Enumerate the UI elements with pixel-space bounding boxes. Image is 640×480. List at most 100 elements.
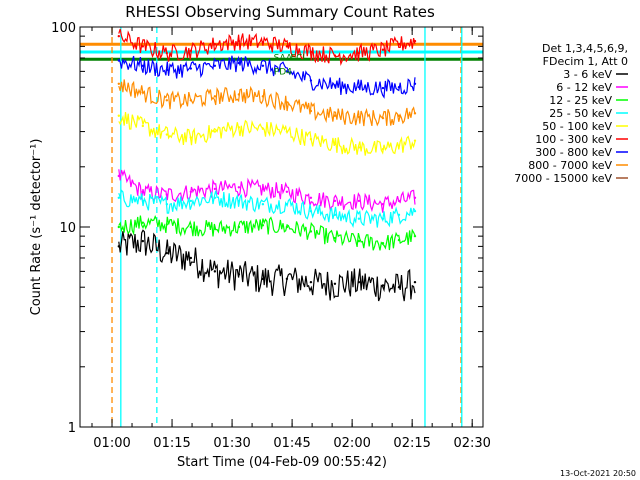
data-point <box>357 115 361 119</box>
data-point <box>357 51 361 55</box>
legend-entry: 7000 - 15000 keV <box>514 172 612 185</box>
data-point <box>261 224 265 227</box>
data-point <box>141 45 145 48</box>
series-line-2 <box>118 214 416 251</box>
data-point <box>165 133 169 136</box>
data-point <box>381 86 385 90</box>
series-line-5 <box>118 28 416 67</box>
data-point <box>309 280 313 284</box>
data-point <box>165 51 169 55</box>
data-point <box>357 239 361 243</box>
data-point <box>309 230 313 233</box>
data-point <box>413 139 417 142</box>
data-point <box>333 282 337 285</box>
series-line-0 <box>118 229 416 302</box>
annotation-1: ECL <box>290 53 307 63</box>
data-point <box>189 99 193 102</box>
data-point <box>397 144 401 147</box>
data-point <box>357 199 361 203</box>
data-point <box>357 86 361 89</box>
y-axis-label: Count Rate (s⁻¹ detector⁻¹) <box>29 139 44 316</box>
data-point <box>285 190 289 193</box>
data-point <box>165 193 169 196</box>
data-point <box>333 84 337 87</box>
data-point <box>165 99 169 102</box>
data-point <box>381 48 385 51</box>
data-point <box>413 39 417 43</box>
data-point <box>261 64 265 67</box>
legend-entry: 12 - 25 keV <box>549 94 612 107</box>
x-tick-label: 02:15 <box>393 436 430 451</box>
data-point <box>333 199 337 203</box>
x-tick-label: 02:00 <box>333 436 370 451</box>
data-point <box>213 227 217 230</box>
data-point <box>117 59 121 62</box>
data-point <box>381 147 385 151</box>
data-point <box>237 61 241 65</box>
data-point <box>237 126 241 129</box>
data-point <box>413 196 417 199</box>
data-point <box>213 187 217 191</box>
data-point <box>285 70 289 73</box>
data-point <box>309 79 313 82</box>
data-point <box>413 209 417 213</box>
data-point <box>261 277 265 281</box>
data-point <box>237 225 241 229</box>
series-4 <box>117 112 417 156</box>
x-tick-label: 02:30 <box>453 436 490 451</box>
data-point <box>141 64 145 67</box>
y-tick-label: 1 <box>68 421 76 436</box>
y-tick-label: 100 <box>51 21 76 36</box>
legend: Det 1,3,4,5,6,9,FDecim 1, Att 03 - 6 keV… <box>514 42 628 185</box>
data-point <box>285 101 289 104</box>
data-point <box>285 45 289 48</box>
annotation-0: SAA <box>274 53 293 63</box>
x-axis: 01:00 01:15 01:30 01:45 02:00 02:15 02:30 <box>91 27 491 451</box>
data-point <box>309 50 313 54</box>
series-line-4 <box>118 112 416 156</box>
data-point <box>237 186 241 189</box>
legend-entry: 100 - 300 keV <box>535 133 612 146</box>
data-point <box>397 286 401 289</box>
data-point <box>213 43 217 46</box>
data-point <box>357 146 361 149</box>
legend-entry: 3 - 6 keV <box>563 68 612 81</box>
data-point <box>213 196 217 199</box>
data-point <box>189 190 193 193</box>
data-point <box>117 34 121 38</box>
data-point <box>333 213 337 217</box>
data-point <box>261 187 265 191</box>
x-tick-label: 01:45 <box>273 436 310 451</box>
data-point <box>189 49 193 53</box>
data-point <box>397 86 401 89</box>
series-line-1 <box>118 169 416 213</box>
series-line-6 <box>118 55 416 99</box>
annotation-2: PD4 <box>274 67 292 77</box>
data-point <box>117 196 121 199</box>
legend-header: FDecim 1, Att 0 <box>543 55 628 68</box>
data-point <box>117 245 121 248</box>
data-point <box>381 203 385 206</box>
data-point <box>261 95 265 98</box>
data-point <box>141 239 145 243</box>
data-point <box>189 256 193 260</box>
series-line-3 <box>118 189 416 229</box>
legend-entry: 25 - 50 keV <box>549 107 612 120</box>
data-point <box>285 130 289 133</box>
data-point <box>413 280 417 284</box>
data-point <box>117 82 121 85</box>
data-point <box>333 236 337 240</box>
x-axis-label: Start Time (04-Feb-09 00:55:42) <box>177 455 387 470</box>
chart-title: RHESSI Observing Summary Count Rates <box>125 3 435 21</box>
data-point <box>309 109 313 113</box>
series-2 <box>117 214 417 251</box>
data-point <box>117 114 121 117</box>
series-line-7 <box>118 79 416 127</box>
data-point <box>381 116 385 120</box>
data-point <box>397 114 401 117</box>
data-point <box>189 199 193 203</box>
series-6 <box>117 55 417 99</box>
data-point <box>309 209 313 213</box>
data-point <box>141 190 145 193</box>
data-point <box>237 39 241 43</box>
